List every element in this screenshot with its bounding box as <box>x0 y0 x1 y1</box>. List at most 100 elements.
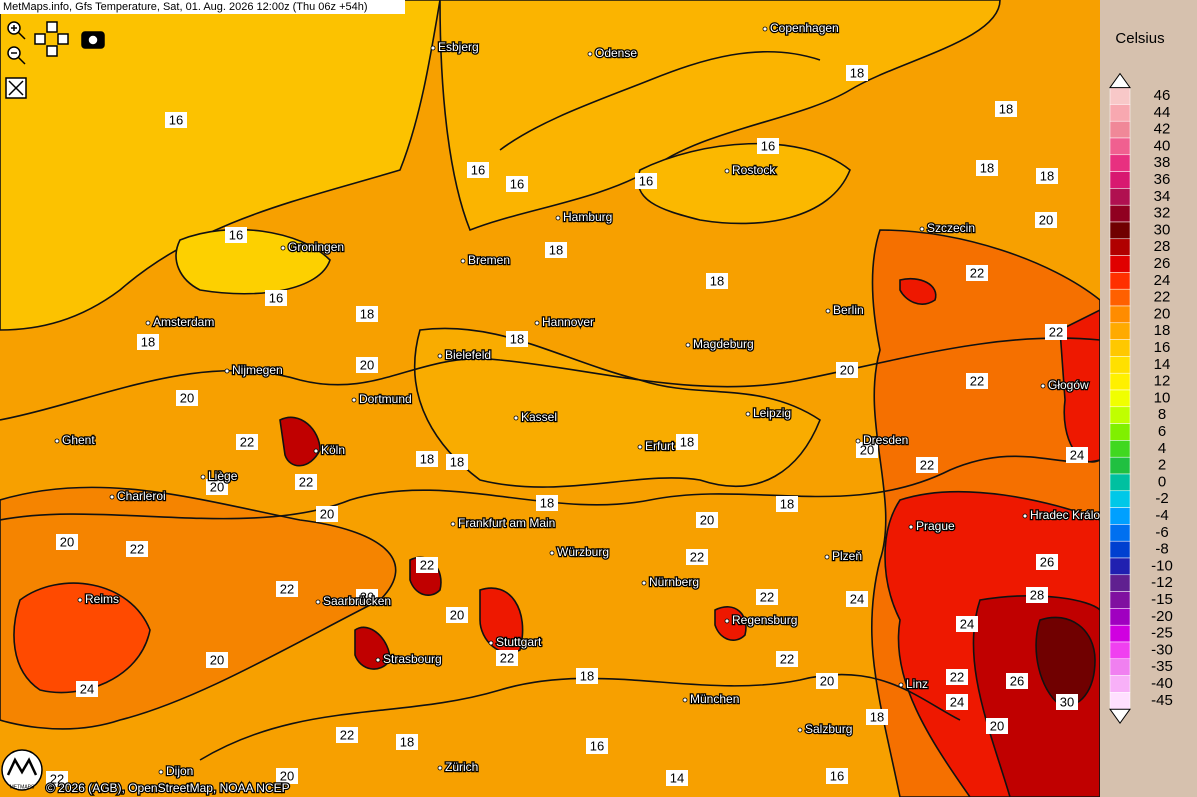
legend-arrow-bottom <box>1109 708 1131 725</box>
city-dot <box>534 320 540 326</box>
zoom-out-button[interactable] <box>7 46 26 65</box>
contour-label-box <box>46 771 68 787</box>
contour-label-box <box>946 669 968 685</box>
city-label: Esbjerg <box>438 40 479 54</box>
legend-swatch <box>1109 423 1131 441</box>
contour-label-box <box>467 162 489 178</box>
legend-swatch <box>1109 272 1131 290</box>
legend-swatch <box>1109 557 1131 576</box>
contour-label: 18 <box>400 734 414 749</box>
contour-label: 16 <box>471 162 485 177</box>
contour-label: 16 <box>830 768 844 783</box>
legend-swatch <box>1109 692 1131 710</box>
legend-label: 38 <box>1154 154 1171 171</box>
contour-label-box <box>776 496 798 512</box>
contour-label: 20 <box>820 673 834 688</box>
contour-label-box <box>1036 554 1058 570</box>
legend-swatch <box>1109 675 1131 693</box>
contour-label-box <box>757 138 779 154</box>
contour-label: 24 <box>1070 447 1084 462</box>
contour-label-box <box>756 589 778 605</box>
contour-label: 24 <box>850 591 864 606</box>
contour-label: 18 <box>1040 168 1054 183</box>
fullscreen-button[interactable] <box>5 77 27 99</box>
legend-label: 10 <box>1154 389 1171 406</box>
city-dot <box>637 444 643 450</box>
city-dot <box>797 727 803 733</box>
city-dot <box>460 258 466 264</box>
contour-label-box <box>1056 694 1078 710</box>
contour-label-box <box>1026 587 1048 603</box>
contour-label: 22 <box>340 727 354 742</box>
contour-label-box <box>686 549 708 565</box>
zoom-in-button[interactable] <box>7 21 26 40</box>
map-title: MetMaps.info, Gfs Temperature, Sat, 01. … <box>3 1 368 13</box>
city-dot <box>54 438 60 444</box>
contour-label-box <box>866 709 888 725</box>
city-label: Copenhagen <box>770 21 839 35</box>
contour-label: 26 <box>1040 554 1054 569</box>
contour-label-box <box>986 718 1008 734</box>
contour-label-box <box>1066 447 1088 463</box>
city-label: Berlin <box>833 303 864 317</box>
contour-label-box <box>836 362 858 378</box>
legend-swatch <box>1109 238 1131 256</box>
contour-label: 20 <box>990 718 1004 733</box>
city-dot <box>587 51 593 57</box>
legend-label: 24 <box>1154 272 1171 289</box>
city-label: Hradec Králové <box>1030 508 1113 522</box>
city-label: Hamburg <box>563 210 612 224</box>
city-dot <box>313 448 319 454</box>
contour-label-box <box>396 734 418 750</box>
city-dot <box>549 550 555 556</box>
city-dot <box>641 580 647 586</box>
contour-label-box <box>265 290 287 306</box>
city-label: Charleroi <box>117 489 166 503</box>
legend-swatch <box>1109 120 1131 139</box>
city-dot <box>513 415 519 421</box>
contour-label-box <box>816 673 838 689</box>
contour-label-box <box>545 242 567 258</box>
contour-label-box <box>416 557 438 573</box>
city-dot <box>375 657 381 663</box>
contour-label: 20 <box>280 768 294 783</box>
city-dot <box>745 411 751 417</box>
contour-label-box <box>446 607 468 623</box>
city-dot <box>450 521 456 527</box>
contour-label-box <box>506 176 528 192</box>
city-dot <box>685 342 691 348</box>
city-dot <box>351 397 357 403</box>
contour-label: 24 <box>960 616 974 631</box>
contour-label: 20 <box>860 442 874 457</box>
legend-label: -35 <box>1151 658 1173 675</box>
city-dot <box>437 353 443 359</box>
contour-label-box <box>576 668 598 684</box>
legend-label: 12 <box>1154 373 1171 390</box>
city-label: Amsterdam <box>153 315 214 329</box>
contour-label-box <box>676 434 698 450</box>
screenshot-button[interactable] <box>81 31 105 49</box>
contour-label: 22 <box>950 669 964 684</box>
city-dot <box>724 618 730 624</box>
city-dot <box>898 682 904 688</box>
legend-swatch <box>1109 540 1131 559</box>
contour-label: 22 <box>970 265 984 280</box>
contour-label-box <box>276 768 298 784</box>
legend-label: -40 <box>1151 675 1173 692</box>
contour-label-box <box>1035 212 1057 228</box>
legend-label: 0 <box>1158 473 1166 490</box>
legend-arrow-top <box>1109 72 1131 89</box>
legend-swatch <box>1109 406 1131 424</box>
city-label: Würzburg <box>557 545 609 559</box>
city-label: Köln <box>321 443 345 457</box>
contour-label-box <box>946 694 968 710</box>
city-dot <box>825 308 831 314</box>
city-label: Dortmund <box>359 392 412 406</box>
legend-swatch <box>1109 456 1131 475</box>
contour-label: 22 <box>240 434 254 449</box>
legend-label: -4 <box>1155 507 1168 524</box>
legend-label: 4 <box>1158 440 1166 457</box>
city-label: Plzeň <box>832 549 862 563</box>
contour-label-box <box>666 770 688 786</box>
pan-buttons[interactable] <box>34 21 69 57</box>
